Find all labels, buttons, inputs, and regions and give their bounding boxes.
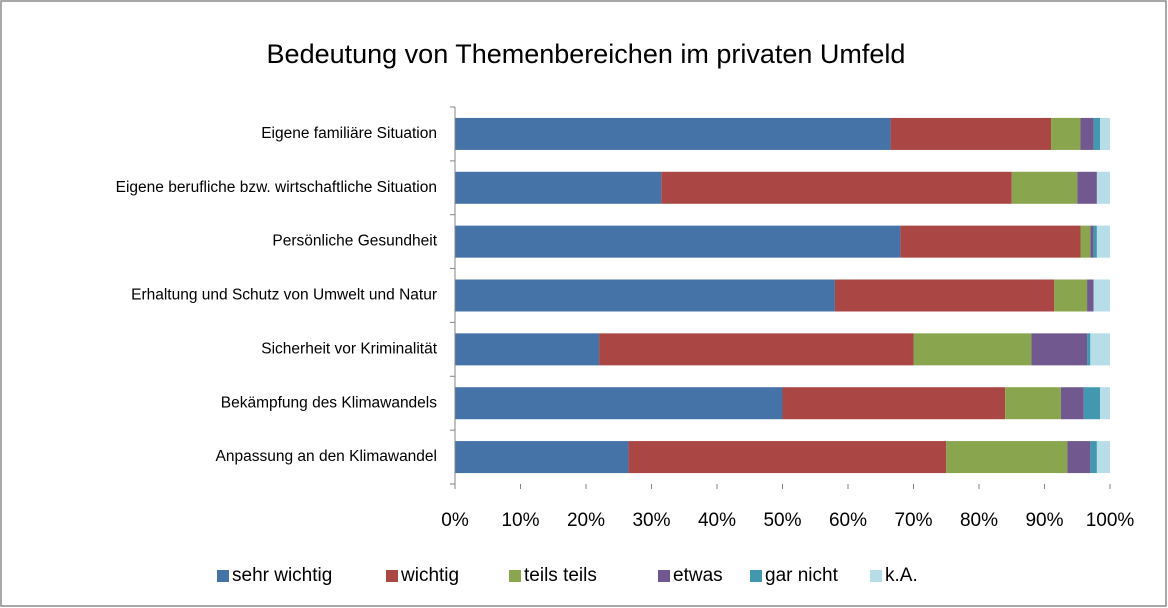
bar-segment: [1096, 225, 1110, 258]
bar-segment: [599, 333, 914, 366]
x-tick-label: 40%: [698, 510, 736, 531]
bar-segment: [1005, 387, 1061, 420]
bar-segment: [1093, 279, 1110, 312]
bar-segment: [661, 171, 1012, 204]
x-tick-label: 20%: [567, 510, 605, 531]
bar-segment: [890, 117, 1052, 150]
chart-title: Bedeutung von Themenbereichen im private…: [267, 39, 906, 69]
x-tick-label: 70%: [894, 510, 932, 531]
bar-segment: [946, 441, 1068, 474]
category-label: Eigene familiäre Situation: [261, 125, 437, 142]
bar-segment: [900, 225, 1081, 258]
bar-segment: [455, 279, 835, 312]
bar-segment: [455, 171, 662, 204]
legend-label: gar nicht: [765, 565, 839, 586]
bar-segment: [1087, 333, 1091, 366]
legend-label: etwas: [673, 565, 723, 586]
category-label: Eigene berufliche bzw. wirtschaftliche S…: [116, 179, 437, 196]
x-tick-label: 90%: [1025, 510, 1063, 531]
bar-segment: [1080, 225, 1091, 258]
legend-swatch: [870, 570, 882, 582]
legend-label: teils teils: [524, 565, 597, 586]
bar-segment: [1093, 117, 1101, 150]
bar-segment: [455, 117, 891, 150]
bar-segment: [782, 387, 1006, 420]
bar-segment: [455, 387, 783, 420]
legend-swatch: [509, 570, 521, 582]
bar-segment: [1090, 333, 1110, 366]
bar-segment: [1083, 387, 1101, 420]
x-tick-label: 30%: [632, 510, 670, 531]
bar-segment: [1090, 441, 1097, 474]
bar-segment: [1077, 171, 1097, 204]
bar-segment: [1087, 279, 1094, 312]
bar-segment: [1067, 441, 1091, 474]
x-tick-label: 50%: [763, 510, 801, 531]
bar-segment: [1054, 279, 1088, 312]
bar-segment: [913, 333, 1032, 366]
bar-segment: [1051, 117, 1081, 150]
legend-label: wichtig: [400, 565, 459, 586]
legend-label: sehr wichtig: [232, 565, 332, 586]
bar-segment: [455, 225, 901, 258]
x-tick-label: 10%: [501, 510, 539, 531]
x-tick-label: 60%: [829, 510, 867, 531]
category-label: Bekämpfung des Klimawandels: [221, 394, 438, 411]
category-label: Sicherheit vor Kriminalität: [261, 340, 437, 357]
bar-segment: [628, 441, 947, 474]
bar-segment: [1100, 117, 1110, 150]
bar-segment: [1096, 171, 1110, 204]
bar-segment: [1080, 117, 1094, 150]
bar-segment: [1096, 441, 1110, 474]
bar-segment: [1060, 387, 1084, 420]
bar-segment: [1011, 171, 1078, 204]
bar-segment: [834, 279, 1055, 312]
bar-segment: [1093, 225, 1097, 258]
legend-swatch: [386, 570, 398, 582]
bar-segment: [455, 441, 629, 474]
bar-segment: [1031, 333, 1088, 366]
x-tick-label: 80%: [960, 510, 998, 531]
legend-swatch: [658, 570, 670, 582]
x-tick-label: 0%: [441, 510, 469, 531]
bar-segment: [1090, 225, 1094, 258]
bar-segment: [1100, 387, 1110, 420]
x-tick-label: 100%: [1086, 510, 1135, 531]
category-label: Persönliche Gesundheit: [272, 233, 437, 250]
bar-segment: [455, 333, 600, 366]
legend-swatch: [750, 570, 762, 582]
legend-swatch: [217, 570, 229, 582]
legend-label: k.A.: [885, 565, 918, 586]
category-label: Anpassung an den Klimawandel: [216, 448, 437, 465]
category-label: Erhaltung und Schutz von Umwelt und Natu…: [131, 287, 437, 304]
